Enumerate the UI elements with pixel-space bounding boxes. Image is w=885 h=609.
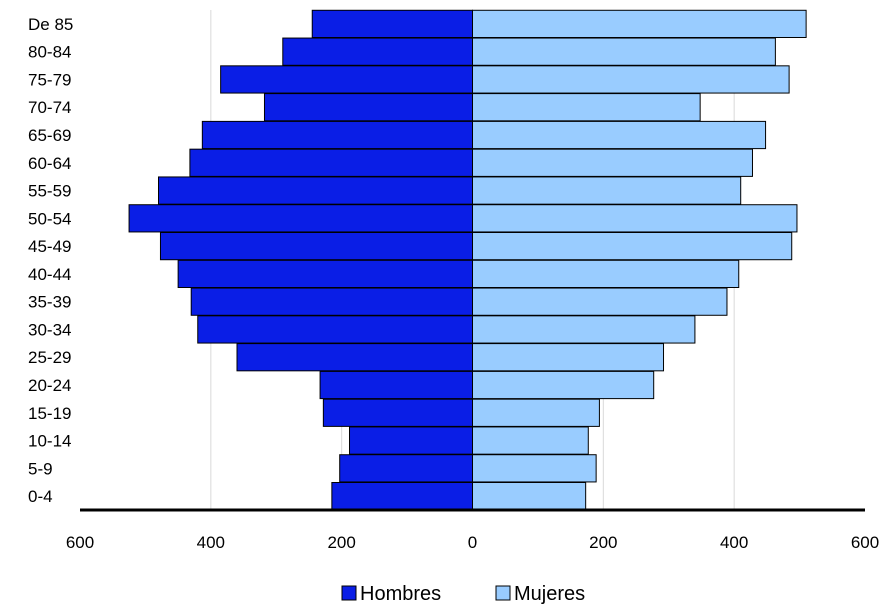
bar-mujeres-5-9 — [472, 454, 597, 483]
bar-hombres-40-44 — [177, 259, 473, 288]
bar-hombres-35-39 — [190, 287, 473, 316]
tick-label: 0 — [468, 533, 477, 552]
category-label: 80-84 — [28, 43, 71, 62]
category-label: 5-9 — [28, 459, 53, 478]
category-label: 20-24 — [28, 376, 71, 395]
bar-hombres-60-64 — [189, 148, 473, 177]
category-label: 40-44 — [28, 265, 71, 284]
legend-swatch-mujeres — [495, 585, 511, 601]
category-label: 70-74 — [28, 98, 71, 117]
category-labels: 0-4 5-9 10-14 15-19 20-24 25-29 30-34 35-39 40-4… — [28, 15, 73, 506]
category-label: 55-59 — [28, 182, 71, 201]
legend-label-hombres: Hombres — [360, 583, 441, 605]
category-label: 15-19 — [28, 404, 71, 423]
bar-mujeres-40-44 — [472, 259, 740, 288]
x-axis — [80, 10, 865, 512]
legend-label-mujeres: Mujeres — [514, 583, 585, 605]
bar-hombres-75-79 — [220, 65, 473, 94]
bar-mujeres-50-54 — [472, 204, 798, 233]
bar-mujeres-de-85 — [472, 9, 807, 38]
bar-mujeres-55-59 — [472, 176, 742, 205]
bar-hombres-65-69 — [201, 120, 473, 150]
bar-mujeres-20-24 — [472, 370, 655, 400]
bar-hombres-30-34 — [197, 315, 473, 344]
bar-hombres-25-29 — [236, 343, 473, 372]
category-label: 35-39 — [28, 293, 71, 312]
bar-mujeres-75-79 — [472, 65, 790, 94]
tick-labels: 600 400 200 0 200 400 600 — [66, 533, 879, 552]
bar-hombres-15-19 — [322, 398, 473, 427]
category-label: 10-14 — [28, 432, 71, 451]
category-label: 25-29 — [28, 348, 71, 367]
bar-hombres-80-84 — [282, 37, 473, 66]
bar-hombres-10-14 — [349, 426, 473, 455]
tick-label: 400 — [720, 533, 748, 552]
bar-mujeres-25-29 — [472, 343, 665, 372]
legend-swatch-hombres — [341, 585, 357, 601]
legend: Hombres Mujeres — [341, 583, 585, 605]
tick-label: 400 — [197, 533, 225, 552]
bar-mujeres-15-19 — [472, 398, 600, 427]
bar-mujeres-35-39 — [472, 287, 728, 316]
bar-mujeres-0-4 — [472, 482, 587, 511]
category-label: De 85 — [28, 15, 73, 34]
bar-mujeres-65-69 — [472, 120, 767, 150]
bar-hombres-20-24 — [319, 370, 473, 400]
tick-label: 200 — [589, 533, 617, 552]
bars — [128, 9, 807, 511]
bar-hombres-45-49 — [159, 232, 473, 261]
bar-hombres-50-54 — [128, 204, 473, 233]
category-label: 45-49 — [28, 237, 71, 256]
category-label: 65-69 — [28, 126, 71, 145]
bar-mujeres-60-64 — [472, 148, 753, 177]
tick-label: 600 — [851, 533, 879, 552]
bar-mujeres-70-74 — [472, 93, 701, 122]
bar-mujeres-80-84 — [472, 37, 776, 66]
bar-mujeres-30-34 — [472, 315, 696, 344]
category-label: 0-4 — [28, 487, 53, 506]
bar-hombres-0-4 — [331, 482, 473, 511]
tick-label: 200 — [327, 533, 355, 552]
bar-hombres-55-59 — [158, 176, 473, 205]
category-label: 50-54 — [28, 209, 71, 228]
category-label: 30-34 — [28, 320, 71, 339]
bar-hombres-5-9 — [339, 454, 473, 483]
bar-mujeres-10-14 — [472, 426, 589, 455]
category-label: 60-64 — [28, 154, 71, 173]
bar-hombres-70-74 — [263, 93, 473, 122]
category-label: 75-79 — [28, 70, 71, 89]
tick-label: 600 — [66, 533, 94, 552]
bar-hombres-de-85 — [311, 9, 473, 38]
bar-mujeres-45-49 — [472, 232, 793, 261]
